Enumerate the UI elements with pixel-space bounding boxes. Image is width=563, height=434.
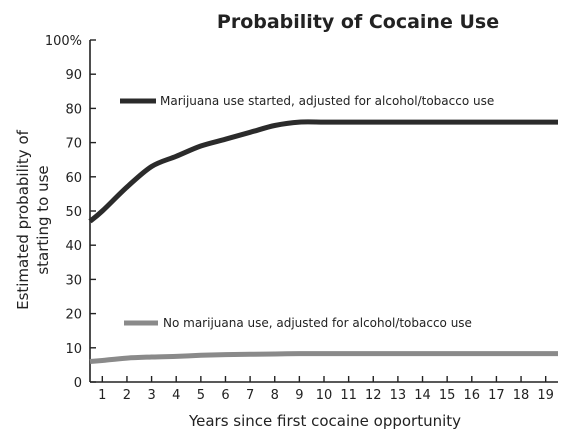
y-tick-label: 20 xyxy=(65,308,82,323)
series-line-marijuana xyxy=(88,119,558,224)
x-tick-label: 10 xyxy=(316,388,333,403)
legend-entry-no-marijuana: No marijuana use, adjusted for alcohol/t… xyxy=(124,316,472,330)
y-tick-label: 90 xyxy=(65,68,82,83)
y-tick-label: 0 xyxy=(74,376,82,391)
x-tick-label: 14 xyxy=(414,388,431,403)
x-tick-label: 11 xyxy=(340,388,357,403)
y-ticks: 0 10 20 30 40 50 60 70 80 90 100% xyxy=(45,34,96,391)
series-line-no-marijuana xyxy=(89,351,558,364)
x-tick-label: 16 xyxy=(464,388,481,403)
x-tick-label: 19 xyxy=(537,388,554,403)
x-tick-label: 1 xyxy=(98,388,106,403)
x-tick-label: 18 xyxy=(513,388,530,403)
series-layer xyxy=(88,119,558,364)
x-tick-label: 17 xyxy=(488,388,505,403)
x-tick-label: 3 xyxy=(147,388,155,403)
legend-label-marijuana: Marijuana use started, adjusted for alco… xyxy=(160,94,494,108)
y-tick-label: 80 xyxy=(65,102,82,117)
x-axis-label: Years since first cocaine opportunity xyxy=(188,412,461,430)
y-axis-label: Estimated probability of starting to use xyxy=(14,129,52,310)
y-tick-label: 30 xyxy=(65,273,82,288)
x-tick-label: 5 xyxy=(197,388,205,403)
y-tick-label: 100% xyxy=(45,34,82,49)
y-tick-label: 50 xyxy=(65,205,82,220)
x-ticks: 1 2 3 4 5 6 7 8 9 10 11 12 13 14 15 16 17 18 19 xyxy=(98,376,554,403)
y-axis-label-line-1: Estimated probability of xyxy=(14,129,32,310)
legend-entry-marijuana: Marijuana use started, adjusted for alco… xyxy=(120,94,494,108)
chart-title: Probability of Cocaine Use xyxy=(217,11,499,33)
x-tick-label: 9 xyxy=(295,388,303,403)
x-tick-label: 15 xyxy=(439,388,456,403)
x-tick-label: 13 xyxy=(390,388,407,403)
x-tick-label: 7 xyxy=(246,388,254,403)
x-tick-label: 2 xyxy=(123,388,131,403)
y-tick-label: 60 xyxy=(65,171,82,186)
x-tick-label: 4 xyxy=(172,388,180,403)
y-tick-label: 40 xyxy=(65,239,82,254)
x-tick-label: 6 xyxy=(221,388,229,403)
x-tick-label: 8 xyxy=(271,388,279,403)
y-tick-label: 10 xyxy=(65,342,82,357)
x-tick-label: 12 xyxy=(365,388,382,403)
legend-label-no-marijuana: No marijuana use, adjusted for alcohol/t… xyxy=(163,316,472,330)
y-axis-label-line-2: starting to use xyxy=(34,165,52,274)
y-tick-label: 70 xyxy=(65,137,82,152)
